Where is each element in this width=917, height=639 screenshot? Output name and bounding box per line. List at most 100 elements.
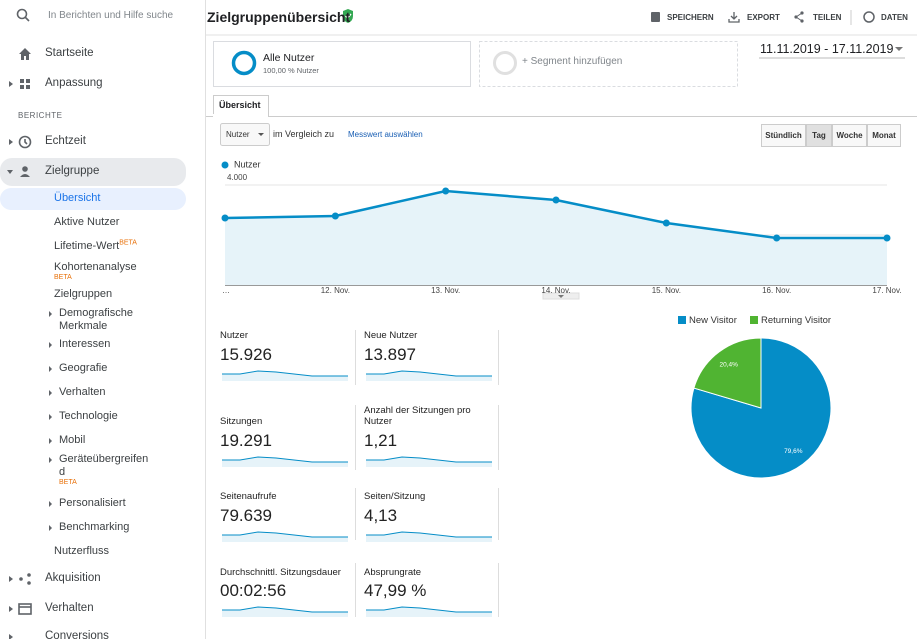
metric-select: [220, 123, 270, 146]
x-tick-label: 12. Nov.: [321, 286, 350, 295]
metric-value: 4,13: [364, 506, 398, 525]
metric-label: Anzahl der Sitzungen pro Nutzer: [364, 405, 471, 427]
expand-arrow: [49, 438, 52, 444]
expand-arrow: [49, 311, 52, 317]
nav-item[interactable]: Anpassung: [45, 77, 103, 89]
x-tick-label: 16. Nov.: [762, 286, 791, 295]
sparkline: [222, 456, 348, 463]
granularity-button[interactable]: Woche: [832, 124, 867, 147]
expand-arrow: [49, 390, 52, 396]
nav-subitem[interactable]: Demografische Merkmale: [59, 307, 145, 333]
select-arrow: [258, 133, 264, 136]
date-arrow: [895, 47, 903, 51]
nav-item[interactable]: Conversions: [45, 630, 109, 639]
header-action[interactable]: TEILEN: [813, 13, 842, 22]
granularity-button[interactable]: Tag: [806, 124, 832, 147]
compare-link[interactable]: Messwert auswählen: [348, 130, 423, 139]
active-section: [0, 158, 186, 186]
sparkline-area: [366, 607, 492, 617]
point: [552, 196, 560, 204]
nav-subitem[interactable]: Übersicht: [54, 192, 100, 205]
granularity-button[interactable]: Stündlich: [761, 124, 806, 147]
point: [773, 234, 781, 242]
metric-label: Seiten/Sitzung: [364, 491, 426, 502]
sparkline: [366, 370, 492, 377]
nav-subitem[interactable]: Lifetime-WertBETA: [54, 239, 137, 253]
metric-value: 15.926: [220, 345, 272, 364]
nav-subitem[interactable]: Zielgruppen: [54, 288, 112, 301]
metric-value: 00:02:56: [220, 581, 287, 600]
legend-label: Nutzer: [234, 159, 261, 169]
sparkline: [366, 531, 492, 538]
x-tick-label: 17. Nov.: [872, 286, 901, 295]
point: [883, 234, 891, 242]
nav-label: Übersicht: [54, 192, 101, 204]
nav-label: Geografie: [59, 362, 108, 374]
header-action[interactable]: EXPORT: [747, 13, 780, 22]
nav-subitem[interactable]: Technologie: [59, 410, 118, 423]
sparkline: [366, 456, 492, 463]
expand-arrow: [49, 525, 52, 531]
metric-label: Seitenaufrufe: [220, 491, 277, 502]
segment-add-box: [479, 41, 738, 87]
toggle-arrow: [558, 295, 564, 298]
x-tick-label: 14. Nov.: [541, 286, 570, 295]
active-item: [0, 188, 186, 210]
nav-subitem[interactable]: Nutzerfluss: [54, 545, 109, 558]
x-tick-label: 13. Nov.: [431, 286, 460, 295]
sparkline: [366, 606, 492, 613]
area: [225, 191, 887, 285]
point: [662, 219, 670, 227]
segment-box: [213, 41, 471, 87]
legend-swatch: [678, 316, 686, 324]
nav-label: Demografische Merkmale: [59, 307, 133, 332]
nav-label: Kohortenanalyse: [54, 261, 137, 273]
expand-arrow: [49, 342, 52, 348]
header-action[interactable]: SPEICHERN: [667, 13, 714, 22]
x-tick-label: …: [222, 286, 230, 295]
nav-subitem[interactable]: Geografie: [59, 362, 107, 375]
granularity-button[interactable]: Monat: [867, 124, 901, 147]
nav-label: Personalisiert: [59, 497, 126, 509]
segment-name[interactable]: Alle Nutzer: [263, 52, 315, 64]
nav-label: Technologie: [59, 410, 118, 422]
date-range[interactable]: 11.11.2019 - 17.11.2019: [760, 42, 894, 56]
section-label: BERICHTE: [18, 111, 63, 120]
nav-subitem[interactable]: Personalisiert: [59, 497, 126, 510]
nav-subitem[interactable]: Aktive Nutzer: [54, 216, 119, 229]
legend-swatch: [750, 316, 758, 324]
nav-subitem[interactable]: Geräteübergreifend BETA: [59, 453, 151, 487]
nav-item[interactable]: Startseite: [45, 47, 94, 59]
nav-item[interactable]: Zielgruppe: [45, 165, 100, 177]
legend-label: Returning Visitor: [761, 315, 831, 326]
sparkline-area: [366, 457, 492, 467]
expand-arrow: [49, 501, 52, 507]
nav-label: Zielgruppen: [54, 288, 113, 300]
nav-label: Aktive Nutzer: [54, 216, 120, 228]
nav-subitem[interactable]: Mobil: [59, 434, 85, 447]
nav-subitem[interactable]: Kohortenanalyse BETA: [54, 261, 137, 282]
nav-label: Mobil: [59, 434, 86, 446]
sparkline-area: [366, 532, 492, 542]
nav-subitem[interactable]: Verhalten: [59, 386, 105, 399]
segment-add[interactable]: + Segment hinzufügen: [522, 56, 623, 67]
nav-label: Interessen: [59, 338, 111, 350]
nav-item[interactable]: Echtzeit: [45, 135, 86, 147]
pie-label: 20,4%: [719, 361, 738, 368]
nav-item[interactable]: Akquisition: [45, 572, 101, 584]
metric-label: Nutzer: [220, 330, 248, 341]
icons: [16, 8, 32, 615]
verified-icon: [343, 9, 353, 23]
sparkline: [222, 531, 348, 538]
segment-share: 100,00 % Nutzer: [263, 66, 319, 75]
metric-label: Absprungrate: [364, 567, 422, 578]
tab[interactable]: Übersicht: [219, 100, 261, 110]
header-action[interactable]: DATEN: [881, 13, 908, 22]
nav-item[interactable]: Verhalten: [45, 602, 94, 614]
metric-label: Neue Nutzer: [364, 330, 418, 341]
search[interactable]: In Berichten und Hilfe suche: [48, 10, 174, 21]
nav-subitem[interactable]: Interessen: [59, 338, 110, 351]
metric-select-label[interactable]: Nutzer: [226, 130, 250, 139]
nav-subitem[interactable]: Benchmarking: [59, 521, 129, 534]
